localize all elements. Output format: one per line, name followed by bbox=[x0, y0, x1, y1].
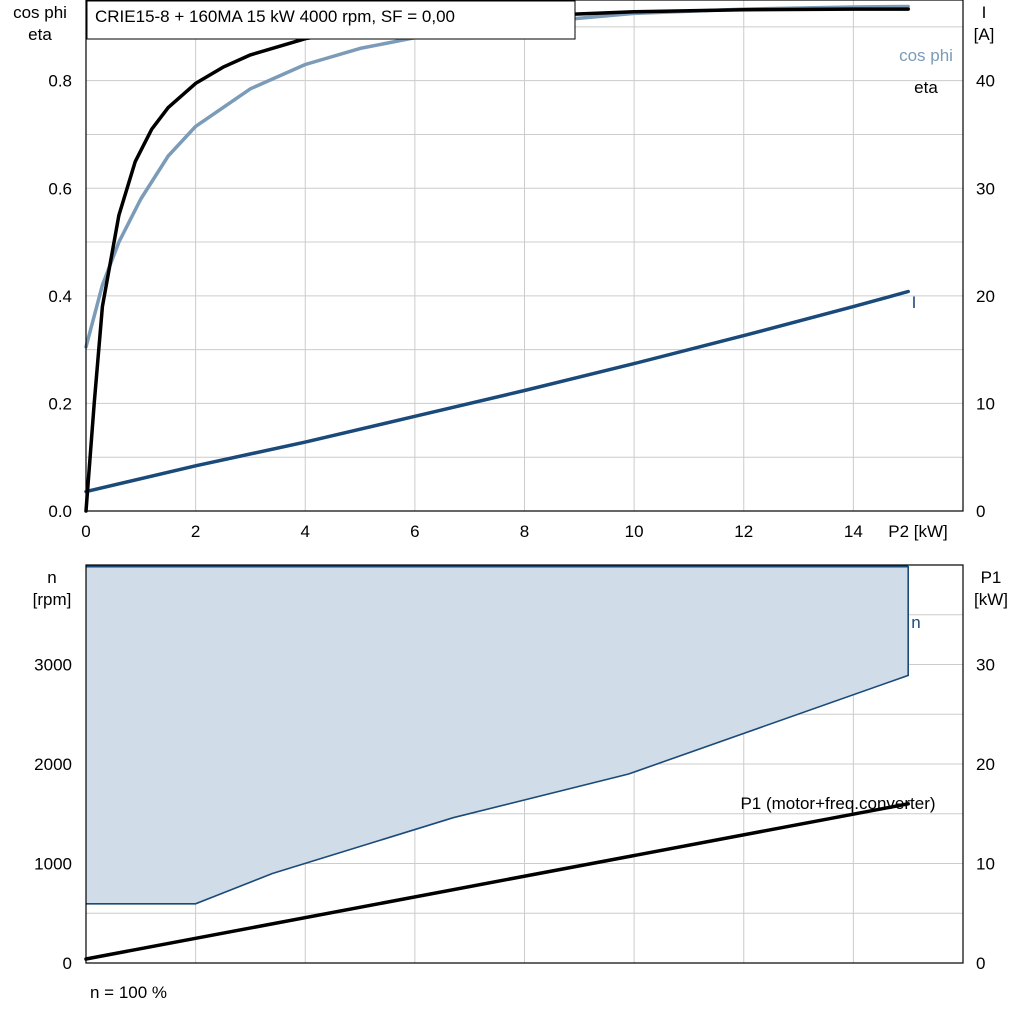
series-line-eta bbox=[84, 7, 910, 513]
title-box bbox=[86, 0, 576, 40]
series-line-i bbox=[84, 289, 910, 494]
right-axis-label-amps: [A] bbox=[974, 25, 995, 44]
bottom-left-axis-label-rpm: [rpm] bbox=[33, 590, 72, 609]
bottom-left-tick-labels: 0 1000 2000 3000 bbox=[34, 656, 72, 974]
bottom-left-axis-label-n: n bbox=[47, 568, 56, 587]
bottom-right-tick-labels: 0 10 20 30 bbox=[976, 656, 995, 974]
x-tick-label: 6 bbox=[410, 522, 419, 541]
top-left-tick-label: 0.8 bbox=[48, 72, 72, 91]
bottom-plot-frame bbox=[85, 564, 964, 964]
bottom-panel: 0 1000 2000 3000 0 10 20 30 n [rpm] P1 [kW] n … bbox=[33, 564, 1008, 1002]
bottom-right-axis-label-kw: [kW] bbox=[974, 590, 1008, 609]
bottom-series-layer bbox=[84, 564, 910, 961]
x-tick-label: 14 bbox=[844, 522, 863, 541]
chart-title: CRIE15-8 + 160MA 15 kW 4000 rpm, SF = 0,… bbox=[95, 7, 455, 26]
x-tick-label: 10 bbox=[625, 522, 644, 541]
bottom-left-tick-label: 2000 bbox=[34, 755, 72, 774]
top-right-tick-label: 0 bbox=[976, 502, 985, 521]
series-label-n: n bbox=[911, 613, 920, 632]
left-axis-label-cosphi: cos phi bbox=[13, 3, 67, 22]
top-left-tick-label: 0.2 bbox=[48, 394, 72, 413]
top-plot-frame bbox=[85, 0, 964, 512]
left-axis-label-eta: eta bbox=[28, 25, 52, 44]
top-right-tick-label: 40 bbox=[976, 72, 995, 91]
bottom-left-tick-label: 3000 bbox=[34, 656, 72, 675]
bottom-right-tick-label: 20 bbox=[976, 755, 995, 774]
footnote: n = 100 % bbox=[90, 983, 167, 1002]
top-panel: 0 2 4 6 8 10 12 14 0.0 0.2 0.4 0.6 0.8 0 10 20 30 40 CR… bbox=[13, 0, 995, 541]
series-label-cos-phi: cos phi bbox=[899, 46, 953, 65]
series-label-current: I bbox=[912, 293, 917, 312]
right-axis-label-current: I bbox=[982, 3, 987, 22]
bottom-right-tick-label: 0 bbox=[976, 954, 985, 973]
bottom-right-tick-label: 10 bbox=[976, 855, 995, 874]
x-tick-label: 8 bbox=[520, 522, 529, 541]
x-tick-label: 2 bbox=[191, 522, 200, 541]
bottom-right-axis-label-p1: P1 bbox=[981, 568, 1002, 587]
speed-envelope-area bbox=[86, 566, 909, 904]
top-right-tick-label: 20 bbox=[976, 287, 995, 306]
top-right-tick-label: 30 bbox=[976, 179, 995, 198]
bottom-right-tick-label: 30 bbox=[976, 656, 995, 675]
bottom-left-tick-label: 1000 bbox=[34, 855, 72, 874]
top-x-tick-labels: 0 2 4 6 8 10 12 14 bbox=[81, 522, 863, 541]
x-axis-label: P2 [kW] bbox=[888, 522, 948, 541]
series-label-p1: P1 (motor+freq.converter) bbox=[740, 794, 935, 813]
bottom-left-tick-label: 0 bbox=[63, 954, 72, 973]
x-tick-label: 4 bbox=[301, 522, 310, 541]
top-left-tick-labels: 0.0 0.2 0.4 0.6 0.8 bbox=[48, 72, 72, 521]
series-label-eta: eta bbox=[914, 78, 938, 97]
top-grid bbox=[86, 0, 963, 511]
x-tick-label: 12 bbox=[734, 522, 753, 541]
top-right-tick-label: 10 bbox=[976, 394, 995, 413]
speed-min-line bbox=[86, 566, 910, 905]
top-right-tick-labels: 0 10 20 30 40 bbox=[976, 72, 995, 521]
top-left-tick-label: 0.6 bbox=[48, 179, 72, 198]
x-tick-label: 0 bbox=[81, 522, 90, 541]
top-series-layer bbox=[84, 4, 910, 513]
series-line-p1 bbox=[84, 802, 910, 961]
top-left-tick-label: 0.0 bbox=[48, 502, 72, 521]
top-left-tick-label: 0.4 bbox=[48, 287, 72, 306]
